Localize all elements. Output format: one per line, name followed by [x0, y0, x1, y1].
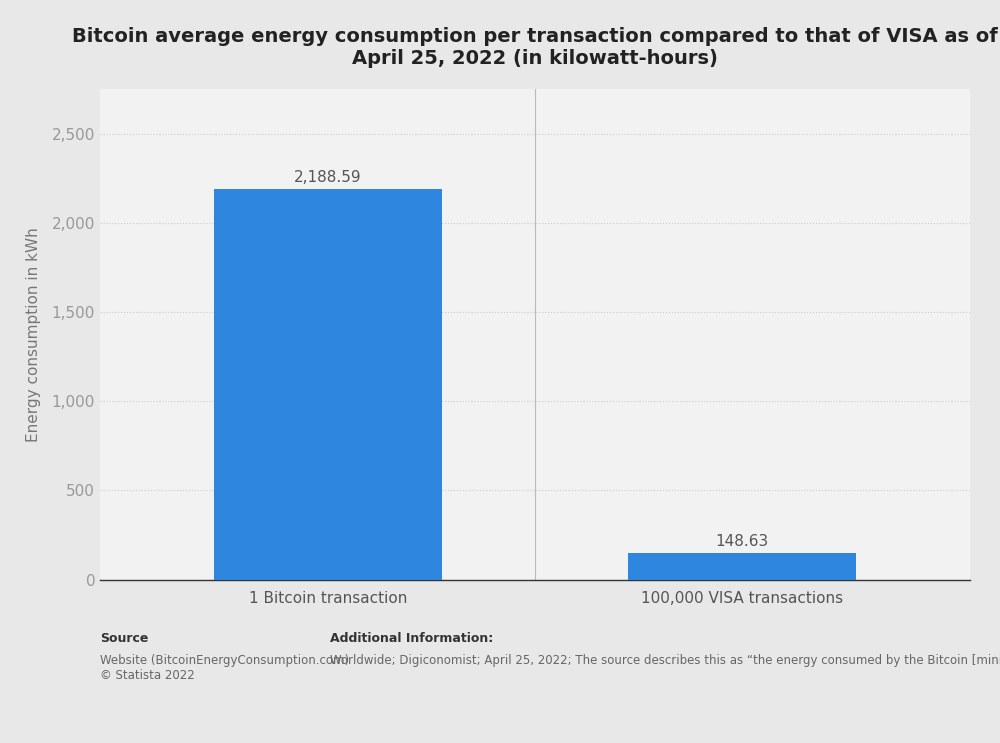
Bar — [214, 189, 442, 580]
Text: Additional Information:: Additional Information: — [330, 632, 493, 644]
Title: Bitcoin average energy consumption per transaction compared to that of VISA as o: Bitcoin average energy consumption per t… — [72, 27, 998, 68]
Text: Source: Source — [100, 632, 148, 644]
Y-axis label: Energy consumption in kWh: Energy consumption in kWh — [26, 227, 41, 442]
Text: Worldwide; Digiconomist; April 25, 2022; The source describes this as “the energ: Worldwide; Digiconomist; April 25, 2022;… — [330, 654, 1000, 666]
Text: 2,188.59: 2,188.59 — [294, 170, 362, 185]
Text: Website (BitcoinEnergyConsumption.com)
© Statista 2022: Website (BitcoinEnergyConsumption.com) ©… — [100, 654, 349, 682]
Bar — [628, 553, 856, 580]
Text: 148.63: 148.63 — [716, 533, 769, 548]
